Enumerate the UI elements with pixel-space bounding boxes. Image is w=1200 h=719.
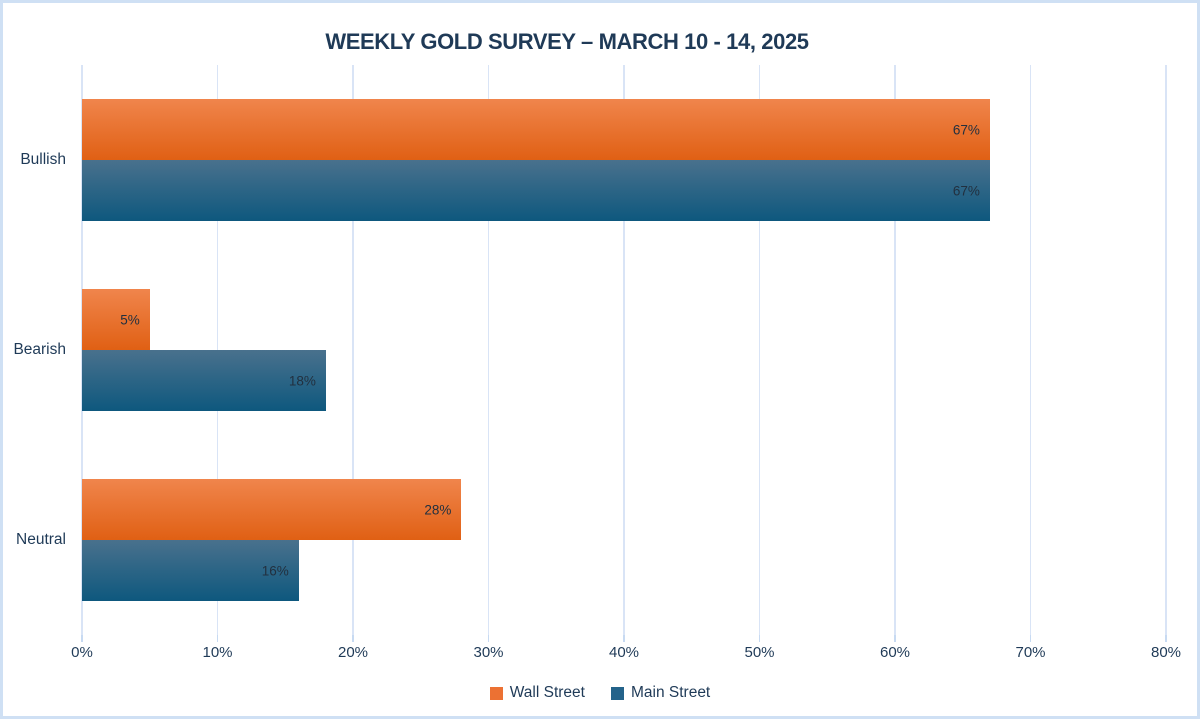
gridline: [487, 65, 490, 635]
legend-item-wall-street: Wall Street: [489, 684, 585, 702]
bar-main-street-neutral: 16%: [82, 540, 299, 601]
gridline: [758, 65, 761, 635]
x-axis-tick: [758, 635, 761, 642]
x-axis-tick-label: 10%: [202, 644, 233, 661]
x-axis-tick-label: 0%: [71, 644, 93, 661]
bar-label-wall-street-bearish: 5%: [120, 312, 140, 327]
legend-item-main-street: Main Street: [610, 684, 711, 702]
x-axis-tick: [1029, 635, 1032, 642]
y-axis-label-neutral: Neutral: [16, 531, 66, 548]
legend: Wall Street Main Street: [3, 684, 1197, 702]
x-axis-tick: [216, 635, 219, 642]
bar-wall-street-bearish: 5%: [82, 289, 150, 350]
legend-label-main-street: Main Street: [630, 684, 711, 701]
bar-label-main-street-bearish: 18%: [288, 373, 316, 388]
bar-wall-street-bullish: 67%: [82, 99, 990, 160]
bar-label-main-street-bullish: 67%: [952, 183, 980, 198]
bar-label-wall-street-neutral: 28%: [424, 502, 452, 517]
bar-wall-street-neutral: 28%: [82, 479, 462, 540]
x-axis-tick-label: 40%: [608, 644, 640, 661]
x-axis-tick: [487, 635, 490, 642]
x-axis-tick: [81, 635, 83, 642]
y-axis-labels: Bullish Bearish Neutral: [3, 65, 66, 635]
plot-area: 67% 67% 5% 18% 28% 16%: [81, 65, 1167, 642]
chart-title: WEEKLY GOLD SURVEY – MARCH 10 - 14, 2025: [325, 29, 809, 54]
gridline: [894, 65, 896, 635]
legend-swatch-wall-street: [489, 686, 503, 700]
gridline: [1029, 65, 1032, 635]
x-axis-tick: [352, 635, 354, 642]
x-axis-labels: 0% 10% 20% 30% 40% 50% 60% 70% 80%: [71, 644, 1181, 662]
legend-label-wall-street: Wall Street: [509, 684, 585, 701]
bar-label-main-street-neutral: 16%: [261, 563, 289, 578]
y-axis-label-bearish: Bearish: [13, 341, 66, 358]
x-axis-tick: [1165, 635, 1167, 642]
gridline: [1165, 65, 1167, 635]
x-axis-tick: [894, 635, 896, 642]
y-axis-label-bullish: Bullish: [20, 151, 66, 168]
x-axis-tick-label: 70%: [1015, 644, 1046, 661]
gridline: [352, 65, 354, 635]
x-axis-tick: [623, 635, 625, 642]
bar-label-wall-street-bullish: 67%: [952, 122, 980, 137]
bar-main-street-bullish: 67%: [82, 160, 990, 221]
x-axis-tick-label: 50%: [744, 644, 775, 661]
x-axis-tick-label: 60%: [879, 644, 911, 661]
gridline: [623, 65, 625, 635]
x-axis-tick-label: 30%: [473, 644, 504, 661]
legend-swatch-main-street: [610, 686, 624, 700]
bar-main-street-bearish: 18%: [82, 350, 326, 411]
x-axis-tick-label: 80%: [1150, 644, 1182, 661]
x-axis-tick-label: 20%: [337, 644, 369, 661]
